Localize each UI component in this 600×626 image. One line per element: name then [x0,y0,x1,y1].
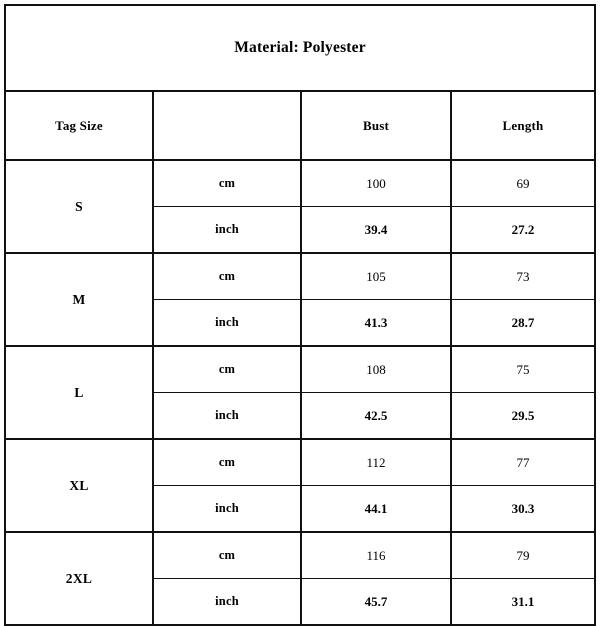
value-length-cm: 75 [449,345,597,393]
value-bust-cm: 105 [300,252,452,300]
table-row: 2XL cm 116 79 [4,531,597,626]
unit-label-cm: cm [152,345,302,393]
header-tag-size: Tag Size [4,90,154,161]
value-length-inch: 28.7 [449,299,597,347]
table-row: M cm 105 73 [4,252,597,347]
value-bust-inch: 42.5 [300,392,452,440]
value-bust-inch: 45.7 [300,578,452,626]
header-bust: Bust [300,90,452,161]
unit-label-cm: cm [152,438,302,486]
size-chart-container: Material: Polyester Tag Size Bust Length… [3,4,597,626]
table-row: XL cm 112 77 [4,438,597,533]
material-label: Material: Polyester [3,4,597,92]
value-bust-cm: 108 [300,345,452,393]
value-bust-cm: 100 [300,159,452,207]
header-unit [152,90,302,161]
value-length-cm: 77 [449,438,597,486]
size-label: L [4,345,154,440]
table-row: inch 42.5 29.5 [5,392,597,440]
unit-label-inch: inch [152,485,302,533]
unit-label-inch: inch [152,299,302,347]
unit-label-cm: cm [152,159,302,207]
unit-label-cm: cm [152,252,302,300]
size-label: S [4,159,154,254]
value-length-inch: 27.2 [449,206,597,254]
size-label: M [4,252,154,347]
unit-label-inch: inch [152,578,302,626]
value-bust-inch: 44.1 [300,485,452,533]
unit-label-cm: cm [152,531,302,579]
size-chart-table: Material: Polyester Tag Size Bust Length… [3,4,597,626]
table-row: inch 44.1 30.3 [5,485,597,533]
value-bust-cm: 112 [300,438,452,486]
size-label: XL [4,438,154,533]
header-row: Tag Size Bust Length [4,90,597,161]
header-length: Length [449,90,597,161]
table-row: inch 39.4 27.2 [5,206,597,254]
value-length-cm: 73 [449,252,597,300]
value-length-cm: 69 [449,159,597,207]
table-row: L cm 108 75 [4,345,597,440]
table-row: S cm 100 69 [4,159,597,254]
value-bust-cm: 116 [300,531,452,579]
value-length-inch: 29.5 [449,392,597,440]
material-row: Material: Polyester [3,4,597,92]
value-length-cm: 79 [449,531,597,579]
value-bust-inch: 41.3 [300,299,452,347]
size-label: 2XL [4,531,154,626]
value-length-inch: 31.1 [449,578,597,626]
value-bust-inch: 39.4 [300,206,452,254]
unit-label-inch: inch [152,206,302,254]
table-row: inch 41.3 28.7 [5,299,597,347]
unit-label-inch: inch [152,392,302,440]
value-length-inch: 30.3 [449,485,597,533]
